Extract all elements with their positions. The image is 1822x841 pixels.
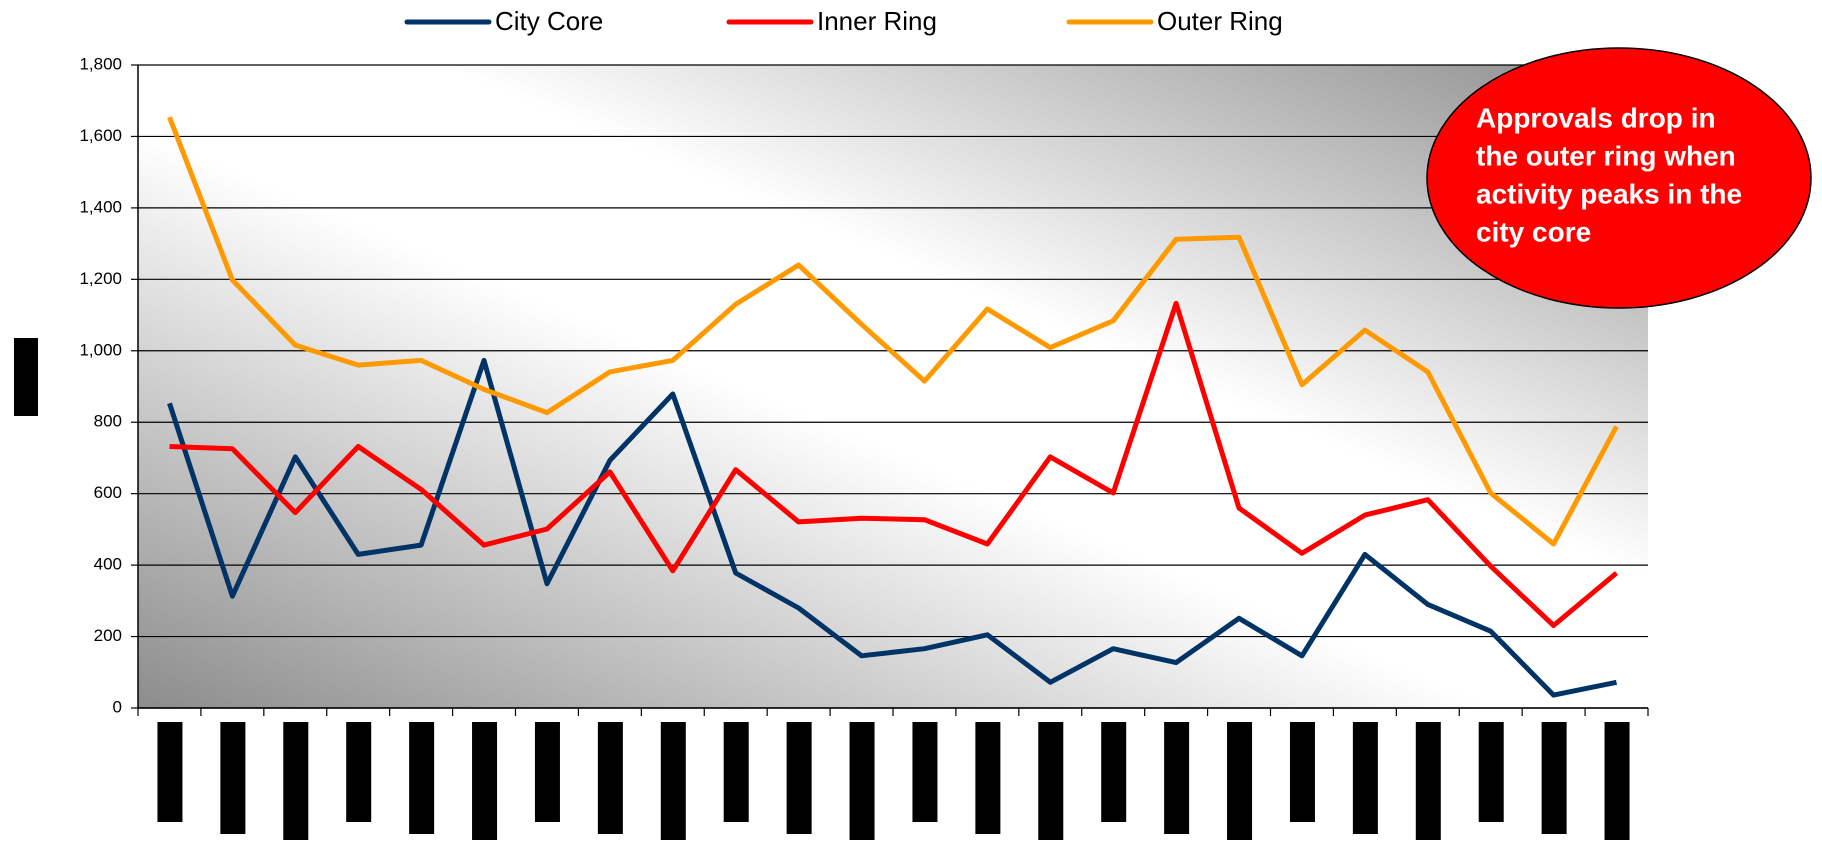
redacted-x-label	[1352, 722, 1378, 834]
redacted-axis-title	[14, 338, 38, 416]
plot-area	[138, 65, 1648, 708]
series-line	[167, 116, 1619, 547]
redacted-x-label	[157, 722, 183, 822]
redacted-x-label	[1227, 722, 1253, 840]
y-tick-label: 400	[94, 555, 122, 574]
legend-label: Outer Ring	[1157, 6, 1283, 36]
y-tick-label: 200	[94, 626, 122, 645]
y-tick-label: 1,400	[79, 197, 122, 216]
redacted-x-label	[472, 722, 498, 840]
redacted-x-label	[1541, 722, 1567, 834]
y-tick-label: 600	[94, 483, 122, 502]
y-tick-label: 0	[113, 697, 122, 716]
redacted-x-label	[1289, 722, 1315, 822]
redacted-x-label	[660, 722, 686, 840]
redacted-x-label	[786, 722, 812, 834]
y-tick-label: 800	[94, 412, 122, 431]
redacted-x-label	[283, 722, 309, 840]
redacted-x-label	[1164, 722, 1190, 834]
redacted-x-label	[1415, 722, 1441, 840]
redacted-x-label	[1101, 722, 1127, 822]
annotation-text: activity peaks in the	[1476, 178, 1742, 209]
y-tick-label: 1,200	[79, 269, 122, 288]
redacted-x-label	[1478, 722, 1504, 822]
legend-label: City Core	[495, 6, 603, 36]
redacted-x-label	[346, 722, 372, 822]
redacted-x-label	[1038, 722, 1064, 840]
redacted-x-label	[723, 722, 749, 822]
y-tick-label: 1,800	[79, 54, 122, 73]
redacted-x-label	[912, 722, 938, 822]
series-line	[169, 300, 1619, 628]
redacted-x-label	[975, 722, 1001, 834]
annotation-text: the outer ring when	[1476, 140, 1736, 171]
redacted-x-label	[849, 722, 875, 840]
redacted-x-label	[597, 722, 623, 834]
y-tick-label: 1,600	[79, 126, 122, 145]
redacted-x-label	[1604, 722, 1630, 840]
series-line	[167, 357, 1617, 698]
redacted-x-label	[409, 722, 435, 834]
annotation-text: Approvals drop in	[1476, 102, 1716, 133]
redacted-x-label	[220, 722, 246, 834]
legend-label: Inner Ring	[817, 6, 937, 36]
annotation-text: city core	[1476, 216, 1591, 247]
redacted-x-label	[534, 722, 560, 822]
y-tick-label: 1,000	[79, 340, 122, 359]
annotation-bubble	[1426, 47, 1812, 309]
